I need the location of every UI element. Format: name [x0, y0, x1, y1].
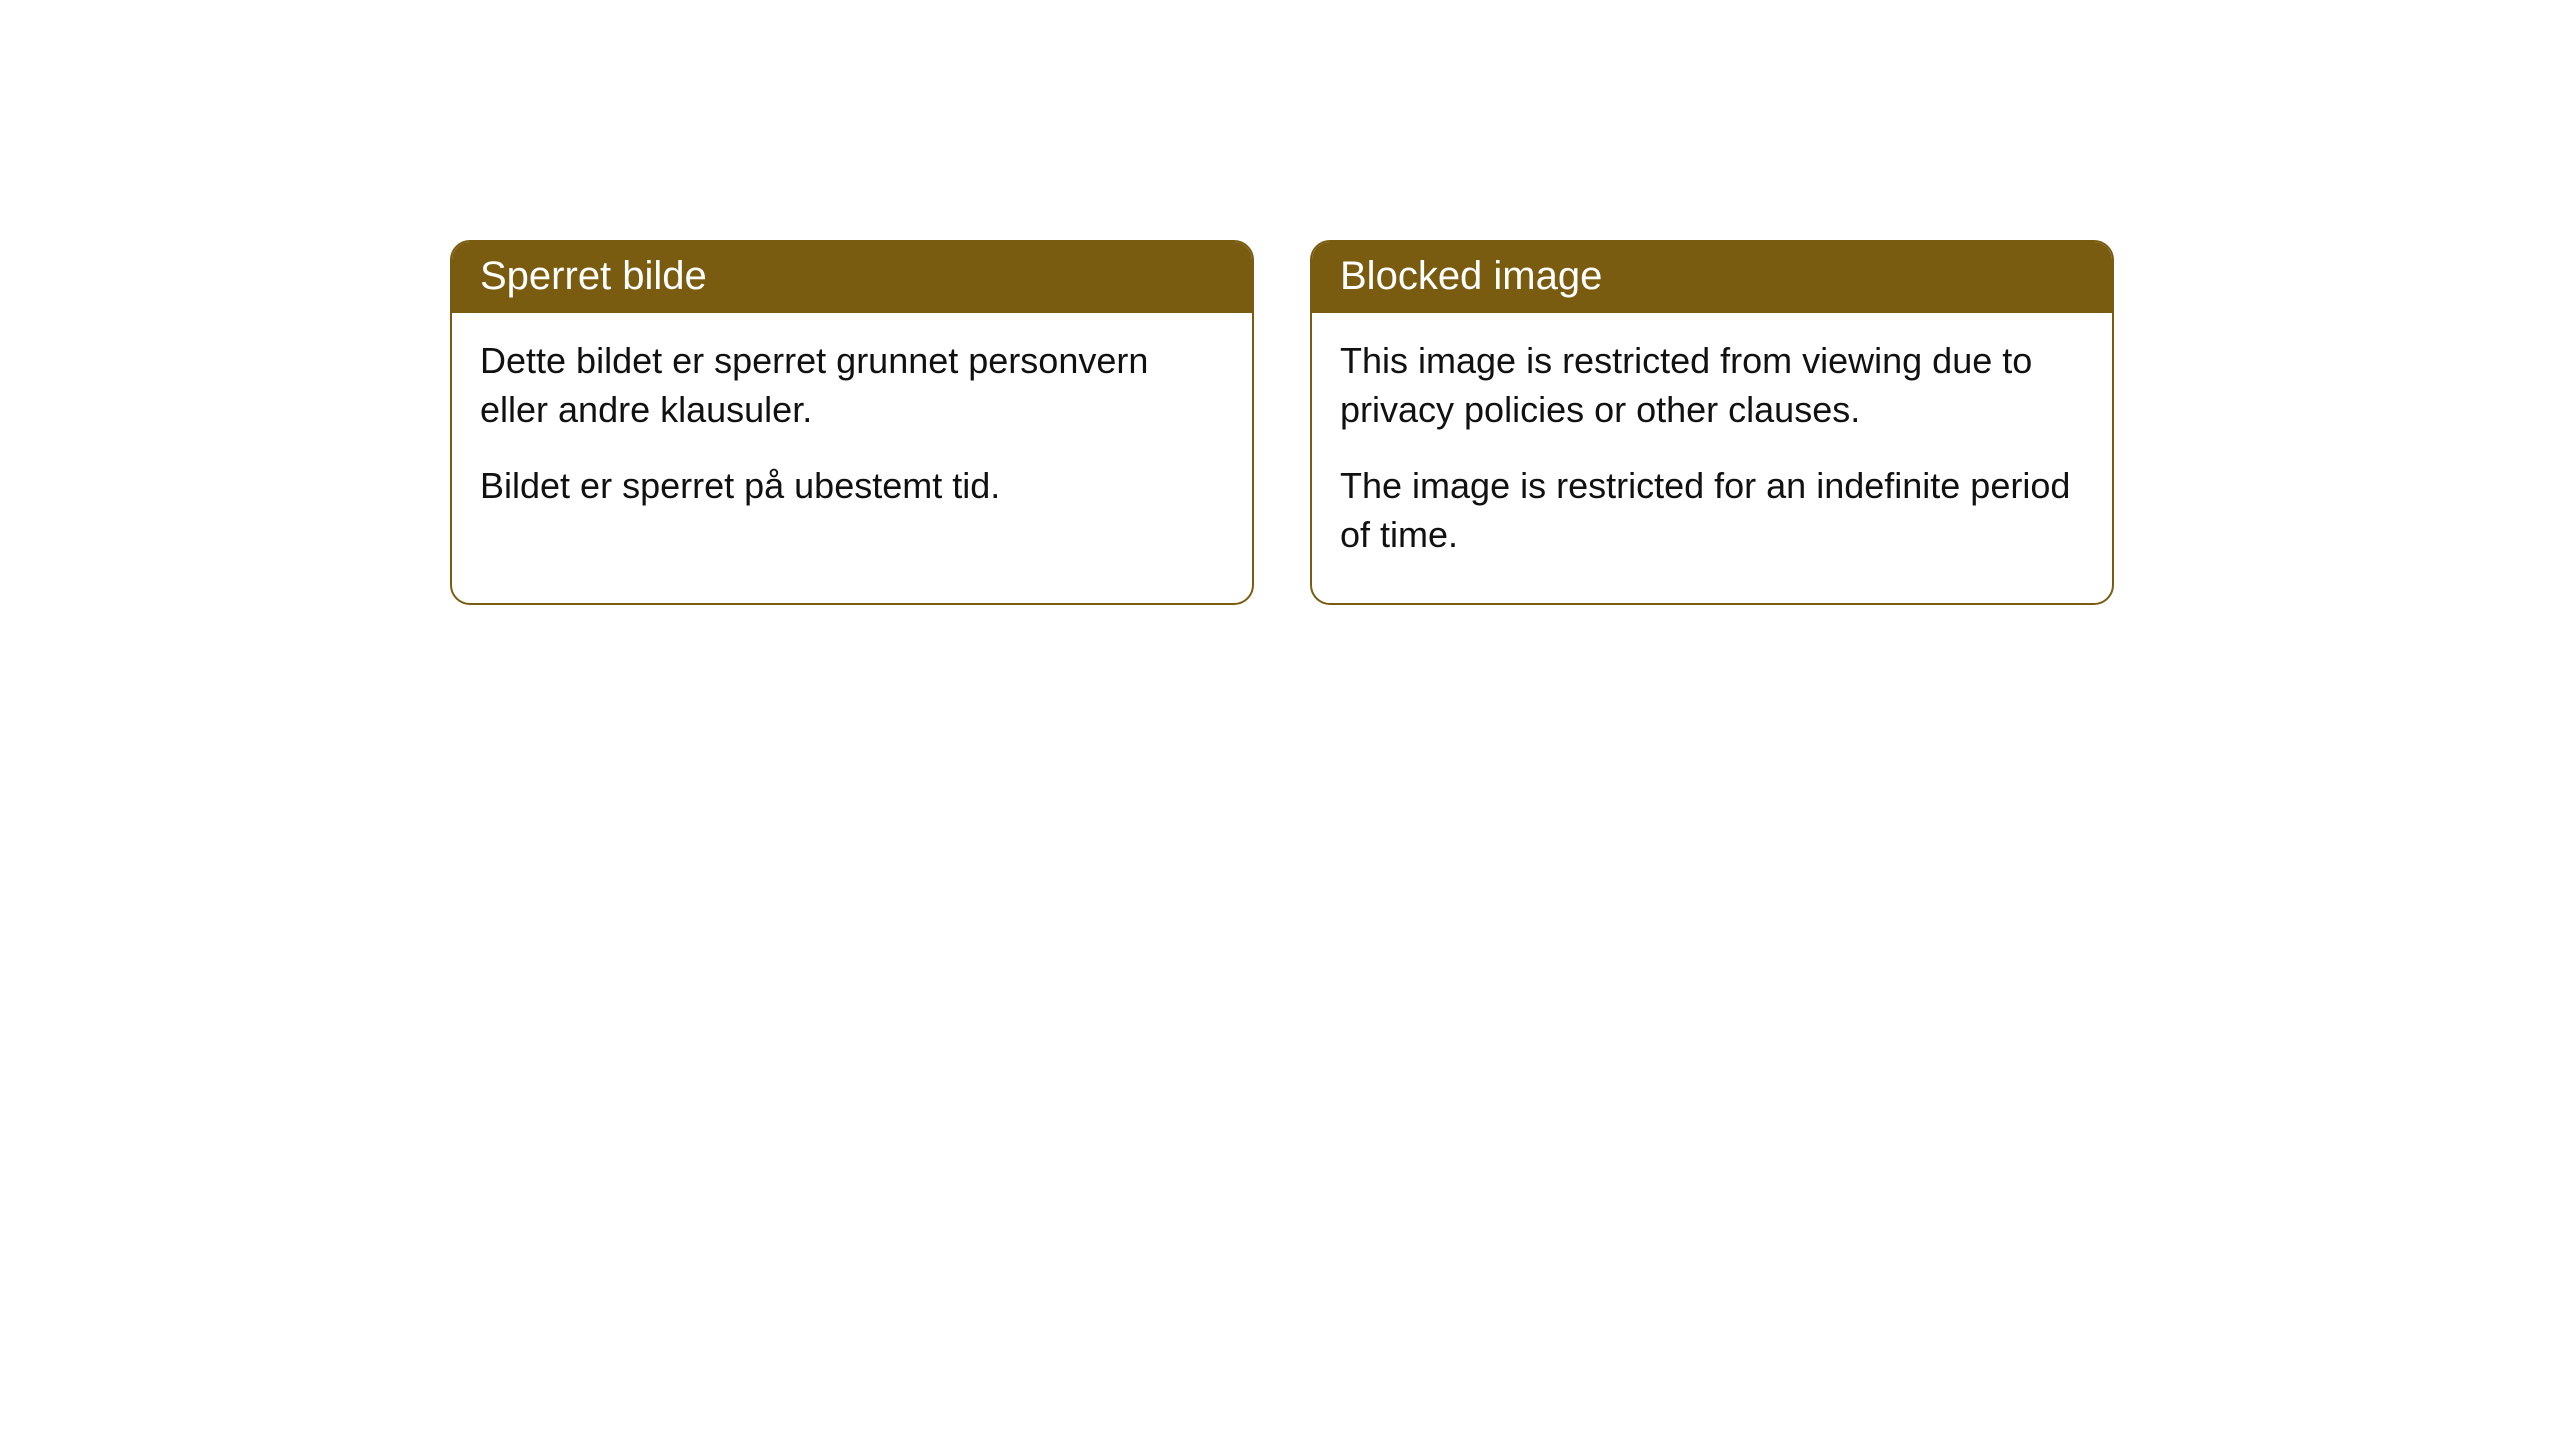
card-paragraph: This image is restricted from viewing du…	[1340, 337, 2084, 434]
card-paragraph: Dette bildet er sperret grunnet personve…	[480, 337, 1224, 434]
cards-container: Sperret bilde Dette bildet er sperret gr…	[450, 240, 2114, 605]
card-body: This image is restricted from viewing du…	[1312, 313, 2112, 603]
blocked-image-card-en: Blocked image This image is restricted f…	[1310, 240, 2114, 605]
card-paragraph: The image is restricted for an indefinit…	[1340, 462, 2084, 559]
blocked-image-card-no: Sperret bilde Dette bildet er sperret gr…	[450, 240, 1254, 605]
card-header: Sperret bilde	[452, 242, 1252, 313]
card-title: Sperret bilde	[480, 254, 707, 298]
card-title: Blocked image	[1340, 254, 1602, 298]
card-body: Dette bildet er sperret grunnet personve…	[452, 313, 1252, 555]
card-header: Blocked image	[1312, 242, 2112, 313]
card-paragraph: Bildet er sperret på ubestemt tid.	[480, 462, 1224, 511]
